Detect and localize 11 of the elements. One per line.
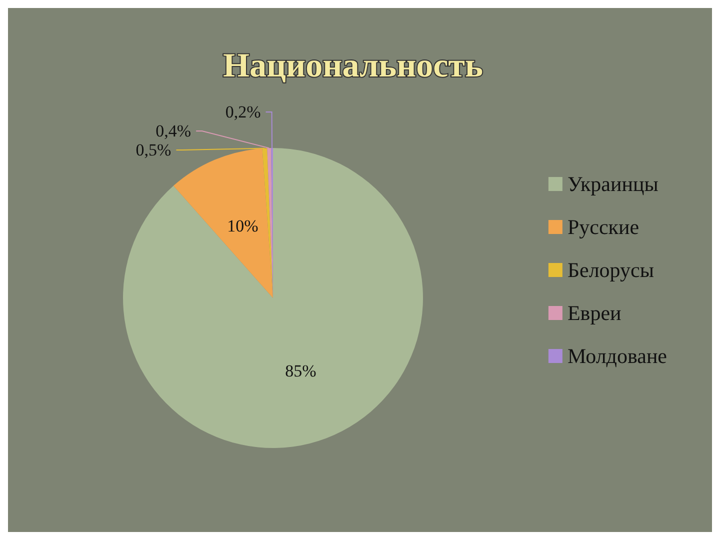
- data-label: 0,2%: [225, 102, 261, 122]
- legend-label: Евреи: [567, 301, 622, 325]
- data-label: 0,4%: [156, 122, 192, 141]
- legend-label: Молдоване: [567, 344, 668, 368]
- legend-label: Русские: [567, 215, 640, 239]
- legend-label: Белорусы: [567, 258, 654, 282]
- data-label: 0,5%: [136, 140, 172, 160]
- chart-title: Национальность: [223, 48, 483, 84]
- data-label: 10%: [227, 216, 258, 236]
- data-label: 85%: [285, 361, 316, 380]
- legend-label: Украинцы: [567, 172, 658, 196]
